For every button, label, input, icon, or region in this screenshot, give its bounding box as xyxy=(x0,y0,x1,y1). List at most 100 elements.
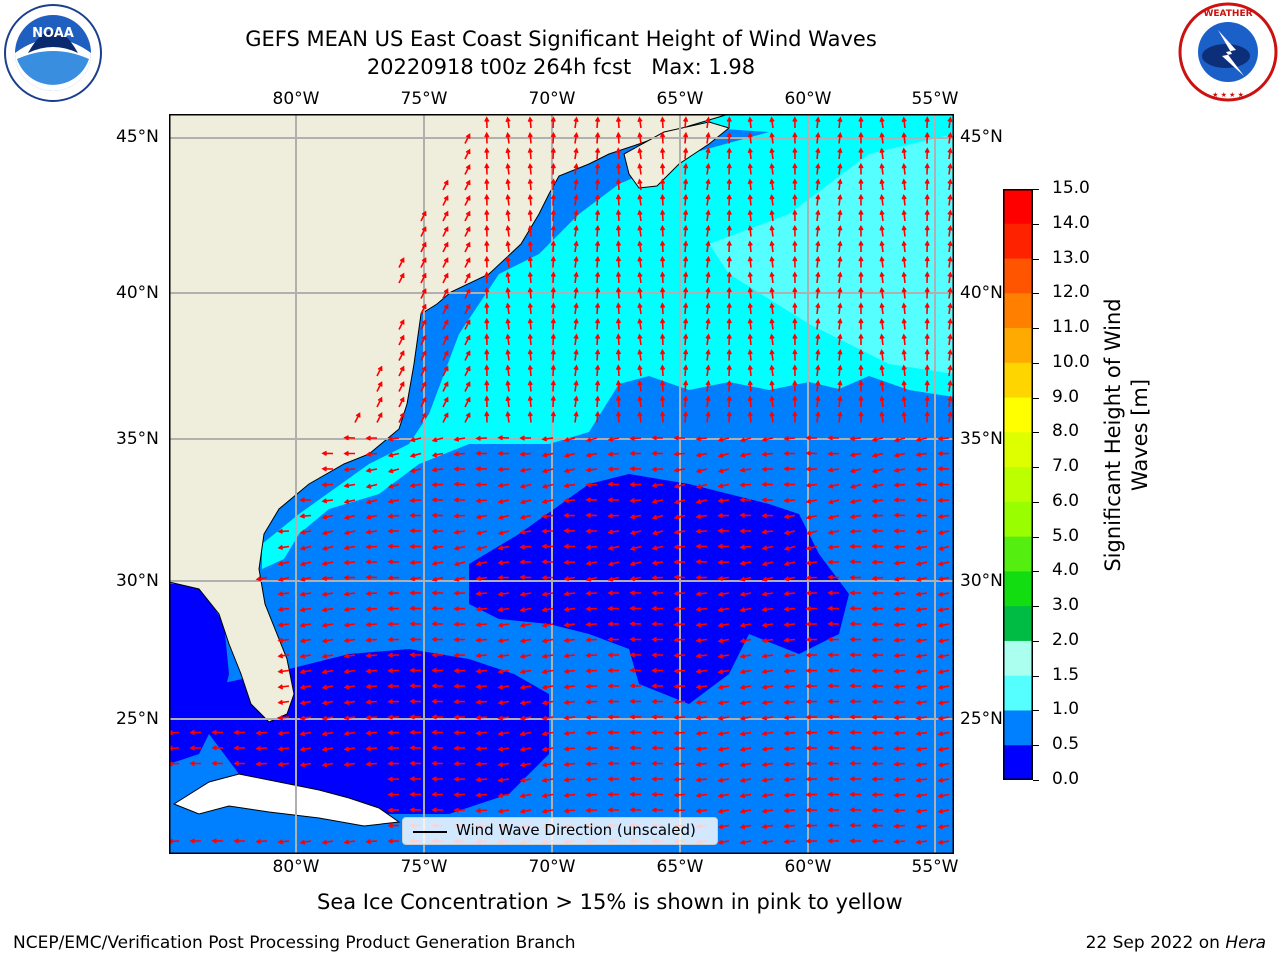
wave-direction-arrow xyxy=(594,116,601,129)
wave-direction-arrow xyxy=(541,591,554,597)
wave-direction-arrow xyxy=(792,255,798,268)
wave-direction-arrow xyxy=(747,395,753,408)
wave-direction-arrow xyxy=(805,621,818,627)
wave-direction-arrow xyxy=(585,560,598,566)
wave-direction-arrow xyxy=(783,839,796,845)
wave-direction-arrow xyxy=(924,255,930,268)
wave-direction-arrow xyxy=(573,271,579,284)
wave-direction-arrow xyxy=(858,317,864,330)
wave-direction-arrow xyxy=(497,591,510,597)
wave-direction-arrow xyxy=(937,731,950,737)
colorbar-segment xyxy=(1003,432,1033,468)
wave-direction-arrow xyxy=(629,481,642,488)
wave-direction-arrow xyxy=(924,193,930,206)
wave-direction-arrow xyxy=(717,575,730,582)
wave-direction-arrow xyxy=(464,365,471,377)
wave-direction-arrow xyxy=(594,271,601,284)
wave-direction-arrow xyxy=(519,467,532,473)
wave-direction-arrow xyxy=(805,807,818,813)
wave-direction-arrow xyxy=(541,653,554,659)
wave-direction-arrow xyxy=(651,482,664,488)
wave-direction-arrow xyxy=(321,482,334,488)
wave-direction-arrow xyxy=(651,807,663,813)
wave-direction-arrow xyxy=(615,131,622,144)
wave-direction-arrow xyxy=(519,715,532,721)
wave-direction-arrow xyxy=(805,450,818,456)
wave-direction-arrow xyxy=(739,808,752,814)
wave-direction-arrow xyxy=(505,131,511,144)
wave-direction-arrow xyxy=(387,559,400,565)
wave-direction-arrow xyxy=(475,730,488,736)
footer-date-text: 22 Sep 2022 on xyxy=(1085,933,1226,953)
wave-direction-arrow xyxy=(398,396,405,408)
wave-direction-arrow xyxy=(497,668,510,675)
wave-direction-arrow xyxy=(541,436,554,442)
wave-direction-arrow xyxy=(615,317,622,330)
wave-direction-arrow xyxy=(717,498,730,504)
wave-direction-arrow xyxy=(915,684,928,690)
wave-direction-arrow xyxy=(893,839,906,845)
wave-direction-arrow xyxy=(937,653,950,659)
wave-direction-arrow xyxy=(365,730,378,736)
wave-direction-arrow xyxy=(299,591,312,597)
colorbar-segment xyxy=(1003,536,1033,573)
wave-direction-arrow xyxy=(893,777,906,783)
wave-direction-arrow xyxy=(871,468,884,474)
wave-direction-arrow xyxy=(343,514,356,520)
colorbar-tick-label: 2.0 xyxy=(1052,629,1080,650)
wave-direction-arrow xyxy=(747,193,753,206)
wave-direction-arrow xyxy=(475,622,488,628)
wave-direction-arrow xyxy=(550,379,556,392)
wave-direction-arrow xyxy=(761,529,774,535)
wave-direction-arrow xyxy=(277,730,290,736)
wave-direction-arrow xyxy=(573,410,579,423)
wave-direction-arrow xyxy=(783,530,796,536)
wave-direction-arrow xyxy=(937,638,950,644)
wave-direction-arrow xyxy=(365,621,378,628)
wave-direction-arrow xyxy=(815,209,821,222)
wave-direction-arrow xyxy=(739,560,752,566)
wave-direction-arrow xyxy=(915,529,928,535)
colorbar-tick-label: 1.0 xyxy=(1052,699,1080,720)
wave-direction-arrow xyxy=(497,777,510,783)
wave-direction-arrow xyxy=(849,499,862,505)
wave-direction-arrow xyxy=(299,638,312,644)
wave-direction-arrow xyxy=(277,839,290,845)
wave-direction-arrow xyxy=(659,379,666,392)
lat-label-right-35n: 35°N xyxy=(960,429,1003,449)
colorbar-segment xyxy=(1003,397,1033,433)
wave-direction-arrow xyxy=(695,436,708,442)
wave-direction-arrow xyxy=(594,395,601,408)
wave-direction-arrow xyxy=(453,745,466,751)
wave-direction-arrow xyxy=(321,715,334,721)
wave-direction-arrow xyxy=(761,622,774,628)
wave-direction-arrow xyxy=(947,178,953,191)
wave-direction-arrow xyxy=(805,545,818,551)
wave-direction-arrow xyxy=(893,622,906,628)
wave-direction-arrow xyxy=(837,395,843,408)
wave-direction-arrow xyxy=(409,729,422,735)
wave-direction-arrow xyxy=(879,286,885,299)
wave-direction-arrow xyxy=(354,412,361,423)
wave-direction-arrow xyxy=(629,807,642,813)
wave-direction-arrow xyxy=(629,776,642,782)
wave-direction-arrow xyxy=(550,333,556,346)
wave-direction-arrow xyxy=(924,317,930,330)
wave-direction-arrow xyxy=(717,607,730,613)
wave-direction-arrow xyxy=(783,653,796,659)
wave-direction-arrow xyxy=(629,745,642,751)
wave-direction-arrow xyxy=(673,559,686,565)
wave-direction-arrow xyxy=(739,824,752,830)
lat-label-right-40n: 40°N xyxy=(960,283,1003,303)
wave-direction-arrow xyxy=(739,437,752,443)
wave-direction-arrow xyxy=(594,147,601,160)
wave-direction-arrow xyxy=(651,636,663,643)
wave-direction-arrow xyxy=(484,240,490,253)
wave-direction-arrow xyxy=(497,699,510,706)
wave-direction-arrow xyxy=(858,131,864,144)
wave-direction-arrow xyxy=(924,178,930,191)
wave-direction-arrow xyxy=(453,761,466,767)
wave-direction-arrow xyxy=(299,700,312,706)
wave-direction-arrow xyxy=(299,497,312,503)
wave-direction-arrow xyxy=(695,808,708,814)
